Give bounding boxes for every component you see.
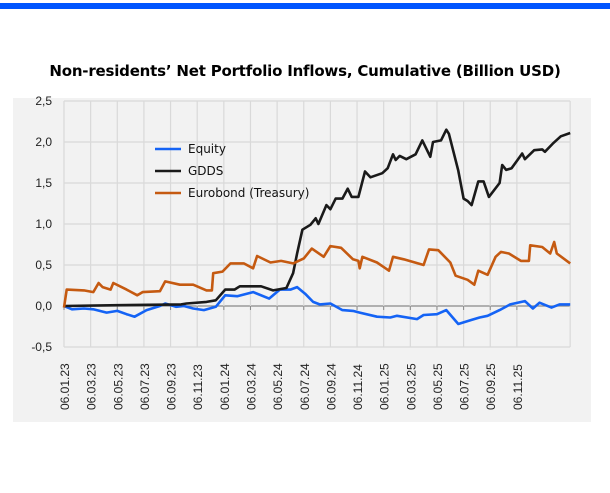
x-tick-label: 06.01.25 xyxy=(378,363,392,410)
x-tick-label: 06.03.23 xyxy=(85,363,99,410)
x-tick-label: 06.01.23 xyxy=(58,363,72,410)
x-tick-label: 06.03.24 xyxy=(244,363,258,410)
x-tick-label: 06.05.25 xyxy=(431,363,445,410)
x-tick-label: 06.11.23 xyxy=(191,364,205,410)
y-tick-label: -0,5 xyxy=(31,340,52,354)
top-accent-bar xyxy=(0,3,610,9)
y-tick-label: 2,0 xyxy=(35,135,52,149)
x-tick-label: 06.07.25 xyxy=(458,363,472,410)
x-tick-label: 06.07.24 xyxy=(298,363,312,410)
legend-label: GDDS xyxy=(188,164,223,178)
x-tick-label: 06.05.23 xyxy=(111,363,125,410)
y-tick-label: 2,5 xyxy=(35,94,52,108)
legend-label: Equity xyxy=(188,142,226,156)
x-tick-label: 06.01.24 xyxy=(218,363,232,410)
series-line-gdds xyxy=(63,128,571,308)
y-tick-label: 1,5 xyxy=(35,176,52,190)
x-tick-label: 06.09.25 xyxy=(484,363,498,410)
y-tick-label: 0,5 xyxy=(35,258,52,272)
series-line-eurobond-treasury xyxy=(62,240,571,308)
y-tick-label: 0,0 xyxy=(35,299,52,313)
x-tick-label: 06.09.23 xyxy=(165,363,179,410)
y-tick-label: 1,0 xyxy=(35,217,52,231)
x-tick-label: 06.03.25 xyxy=(404,363,418,410)
x-tick-label: 06.09.24 xyxy=(324,363,338,410)
x-tick-label: 06.07.23 xyxy=(138,363,152,410)
x-tick-label: 06.05.24 xyxy=(271,363,285,410)
x-tick-label: 06.11.25 xyxy=(511,364,525,410)
series-line-equity xyxy=(63,285,571,326)
legend-label: Eurobond (Treasury) xyxy=(188,186,309,200)
x-tick-label: 06.11.24 xyxy=(351,364,365,410)
chart-title: Non-residents’ Net Portfolio Inflows, Cu… xyxy=(49,62,561,80)
